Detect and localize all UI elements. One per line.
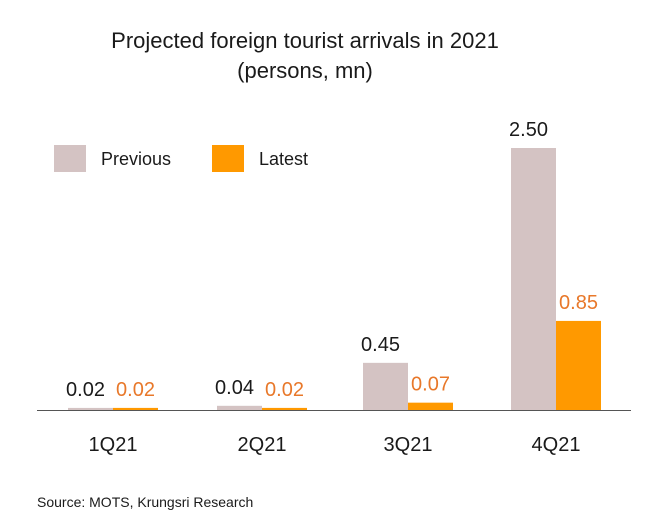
data-label-latest-2q21: 0.02 — [265, 379, 304, 401]
bar-latest-3q21 — [408, 402, 453, 410]
legend-label-latest: Latest — [259, 149, 309, 169]
x-tick-label-1q21: 1Q21 — [89, 434, 138, 456]
bar-previous-1q21 — [68, 407, 113, 410]
bar-latest-4q21 — [556, 320, 601, 410]
data-label-latest-1q21: 0.02 — [116, 379, 155, 401]
chart-subtitle: (persons, mn) — [237, 58, 373, 83]
legend-swatch-latest — [212, 145, 244, 172]
bar-previous-4q21 — [511, 148, 556, 410]
data-label-previous-3q21: 0.45 — [361, 334, 400, 356]
x-tick-label-4q21: 4Q21 — [532, 434, 581, 456]
x-tick-label-3q21: 3Q21 — [384, 434, 433, 456]
chart-title: Projected foreign tourist arrivals in 20… — [111, 28, 499, 53]
legend-swatch-previous — [54, 145, 86, 172]
data-label-previous-1q21: 0.02 — [66, 379, 105, 401]
bar-latest-1q21 — [113, 407, 158, 410]
data-label-previous-4q21: 2.50 — [509, 119, 548, 141]
bar-previous-3q21 — [363, 362, 408, 410]
legend-label-previous: Previous — [101, 149, 172, 169]
data-label-latest-3q21: 0.07 — [411, 374, 450, 396]
source-note: Source: MOTS, Krungsri Research — [37, 494, 254, 510]
data-label-latest-4q21: 0.85 — [559, 292, 598, 314]
bar-previous-2q21 — [217, 405, 262, 410]
bar-latest-2q21 — [262, 407, 307, 410]
data-label-previous-2q21: 0.04 — [215, 377, 254, 399]
x-tick-label-2q21: 2Q21 — [238, 434, 287, 456]
